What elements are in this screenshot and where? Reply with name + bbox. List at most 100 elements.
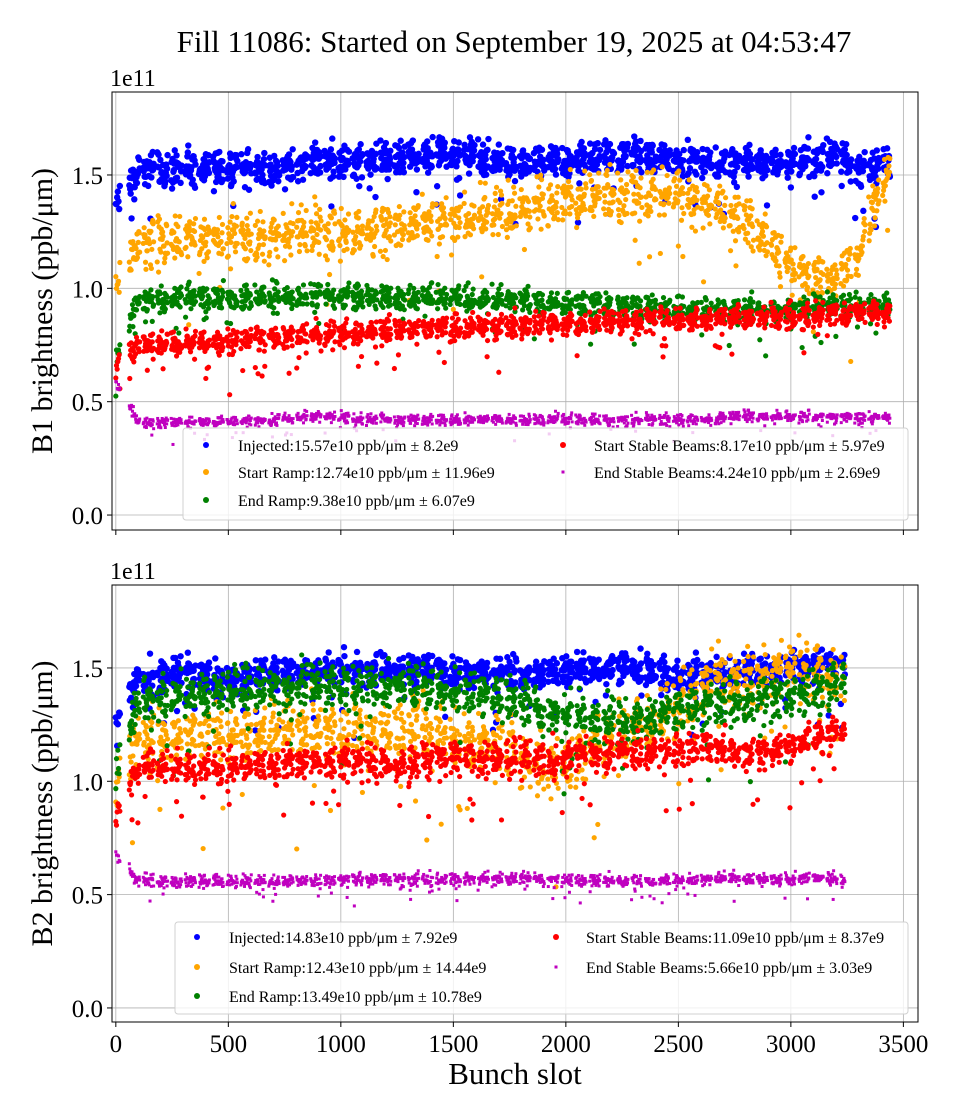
data-point-series-1 [686,177,692,183]
data-point-series-2 [401,307,407,313]
data-point-series-2 [192,293,198,299]
data-point-series-3 [565,327,571,333]
data-point-series-1 [227,219,233,225]
data-point-series-1 [843,261,849,268]
data-point-series-1 [377,248,384,254]
data-point-series-2 [868,292,874,298]
data-point-series-2 [750,299,756,305]
data-point-series-1 [479,204,486,210]
data-point-series-1 [868,227,874,233]
data-point-series-2 [485,296,492,302]
data-point-series-3 [254,327,261,333]
y-tick-label: 1.0 [72,276,103,303]
data-point-series-2 [852,294,858,300]
data-point-series-1 [371,214,377,220]
data-point-series-3 [294,365,300,371]
data-point-series-1 [717,183,723,189]
data-point-series-1 [559,204,565,211]
data-point-series-0 [288,163,295,170]
data-point-series-1 [386,233,393,240]
data-point-series-3 [541,314,547,320]
data-point-series-3 [252,364,258,371]
data-point-series-1 [337,242,343,249]
data-point-series-1 [680,253,686,260]
data-point-series-1 [492,190,498,196]
data-point-series-1 [638,194,645,200]
data-point-series-3 [485,311,492,317]
data-point-series-3 [373,319,379,325]
data-point-series-2 [129,302,136,308]
data-point-series-0 [788,168,795,175]
data-point-series-1 [461,200,467,207]
data-point-series-1 [833,267,839,273]
data-point-series-1 [511,184,517,190]
data-point-series-2 [342,302,348,308]
series-2 [113,277,893,399]
data-point-series-3 [131,359,137,365]
data-point-series-0 [482,171,490,178]
data-point-series-3 [496,369,502,375]
data-point-series-1 [254,218,261,224]
data-point-series-1 [538,177,545,183]
data-point-series-3 [624,323,631,329]
data-point-series-3 [352,326,358,332]
data-point-series-3 [596,314,602,320]
data-point-series-0 [820,141,827,149]
data-point-series-3 [177,349,183,355]
data-point-series-3 [150,331,156,337]
data-point-series-1 [526,208,533,214]
data-point-series-2 [332,296,338,302]
data-point-series-0 [385,166,393,173]
data-point-series-1 [582,206,588,213]
data-point-series-2 [554,290,560,296]
data-point-series-1 [679,205,685,211]
data-point-series-1 [580,202,587,209]
data-point-series-3 [429,330,435,336]
data-point-series-1 [467,232,474,238]
data-point-series-3 [248,332,254,339]
data-point-series-1 [549,193,555,199]
data-point-series-2 [494,303,501,309]
data-point-series-0 [604,145,612,153]
data-point-series-3 [191,356,198,362]
data-point-series-2 [539,292,546,298]
data-point-series-1 [373,223,379,229]
data-point-series-1 [272,237,279,243]
data-point-series-1 [309,247,315,254]
data-point-series-0 [311,139,319,146]
data-point-series-3 [272,325,279,331]
data-point-series-1 [762,211,768,217]
data-point-series-1 [136,230,142,236]
data-point-series-1 [666,200,672,206]
data-point-series-2 [429,280,435,286]
data-point-series-0 [162,178,169,185]
data-point-series-3 [548,337,555,343]
data-point-series-0 [470,153,477,160]
data-point-series-1 [160,233,166,239]
data-point-series-2 [741,297,748,303]
data-point-series-3 [259,373,265,379]
data-point-series-1 [537,203,543,209]
data-point-series-0 [511,177,519,185]
data-point-series-1 [192,242,198,248]
data-point-series-1 [610,187,617,193]
data-point-series-2 [520,307,526,313]
data-point-series-1 [661,212,668,218]
data-point-series-2 [407,282,413,288]
data-point-series-3 [128,340,134,346]
data-point-series-0 [712,144,719,151]
data-point-series-3 [582,312,588,319]
data-point-series-1 [728,202,734,209]
data-point-series-0 [745,173,752,180]
data-point-series-0 [133,179,141,187]
data-point-series-2 [384,284,390,290]
data-point-series-1 [601,206,607,212]
data-point-series-3 [453,311,460,317]
data-point-series-1 [788,245,794,251]
data-point-series-1 [523,213,529,219]
data-point-series-1 [336,236,343,242]
data-point-series-1 [633,167,639,174]
data-point-series-0 [163,165,171,172]
data-point-series-1 [396,203,402,210]
data-point-series-1 [443,195,449,201]
